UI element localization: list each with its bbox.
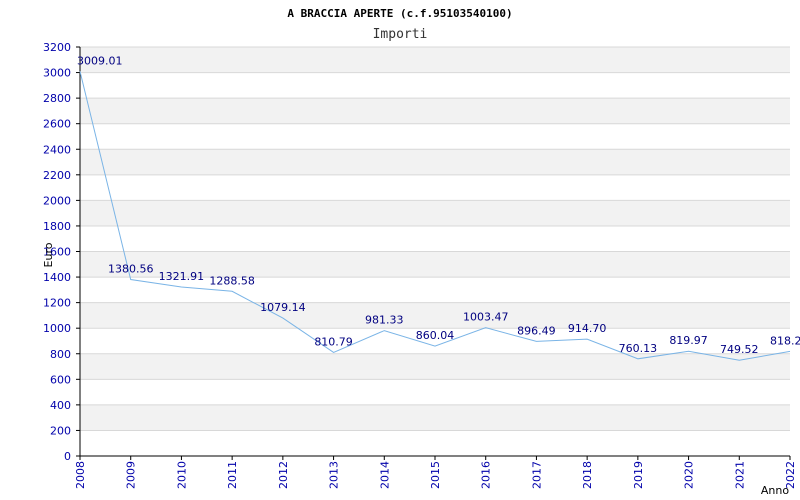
grid-band	[80, 251, 790, 278]
grid-band	[80, 353, 790, 380]
x-tick-label: 2009	[125, 461, 138, 489]
y-tick-label: 3000	[43, 67, 71, 80]
y-tick-label: 2000	[43, 194, 71, 207]
grid-band	[80, 47, 790, 73]
x-tick-label: 2019	[632, 461, 645, 489]
data-label: 860.04	[416, 329, 455, 342]
x-tick-label: 2022	[784, 461, 797, 489]
chart-subtitle: Importi	[373, 27, 428, 42]
y-tick-label: 0	[64, 450, 71, 463]
y-tick-label: 1800	[43, 220, 71, 233]
grid-band	[80, 404, 790, 431]
x-tick-label: 2008	[74, 461, 87, 489]
series-line	[79, 71, 791, 361]
x-tick-label: 2018	[581, 461, 594, 489]
data-labels: 3009.01 1380.56 1321.91 1288.58 1079.14 810.7…	[77, 54, 800, 356]
data-label: 896.49	[517, 324, 556, 337]
grid-band	[80, 200, 790, 226]
data-label: 818.2	[770, 334, 800, 347]
data-label: 3009.01	[77, 54, 123, 67]
x-tick-label: 2020	[683, 461, 696, 489]
grid-lines	[80, 46, 790, 431]
data-label: 1288.58	[209, 274, 255, 287]
y-tick-label: 1000	[43, 322, 71, 335]
y-tick-label: 2400	[43, 143, 71, 156]
grid-band	[80, 302, 790, 329]
y-tick-label: 2800	[43, 92, 71, 105]
x-tick-label: 2021	[733, 461, 746, 489]
grid-bands	[80, 47, 790, 431]
data-label: 810.79	[314, 335, 353, 348]
y-tick-label: 400	[50, 399, 71, 412]
y-tick-label: 3200	[43, 41, 71, 54]
y-tick-label: 2200	[43, 169, 71, 182]
x-tick-label: 2011	[226, 461, 239, 489]
x-tick-label: 2013	[328, 461, 341, 489]
data-label: 1003.47	[463, 311, 509, 324]
data-label: 1321.91	[159, 270, 205, 283]
x-tick-label: 2010	[175, 461, 188, 489]
y-tick-label: 1200	[43, 297, 71, 310]
grid-band	[80, 98, 790, 124]
data-label: 749.52	[720, 343, 759, 356]
y-axis-ticks: 0 200 400 600 800 1000 1200 1400 1600 1800 2000 220…	[43, 41, 80, 463]
y-tick-label: 2600	[43, 118, 71, 131]
x-tick-label: 2016	[480, 461, 493, 489]
data-label: 1079.14	[260, 301, 306, 314]
y-tick-label: 1400	[43, 271, 71, 284]
y-tick-label: 1600	[43, 246, 71, 259]
y-axis-label: Euro	[42, 242, 55, 267]
x-tick-label: 2012	[277, 461, 290, 489]
x-axis-label: Anno	[761, 484, 789, 497]
data-label: 1380.56	[108, 263, 154, 276]
data-label: 760.13	[619, 342, 658, 355]
x-tick-label: 2015	[429, 461, 442, 489]
chart-title: A BRACCIA APERTE (c.f.95103540100)	[287, 7, 512, 20]
grid-band	[80, 149, 790, 175]
data-label: 914.70	[568, 322, 607, 335]
x-axis-ticks: 2008 2009 2010 2011 2012 2013 2014 2015 2016 2017…	[74, 456, 797, 489]
x-tick-label: 2017	[530, 461, 543, 489]
data-label: 819.97	[669, 334, 708, 347]
data-label: 981.33	[365, 314, 404, 327]
x-tick-label: 2014	[378, 461, 391, 489]
y-tick-label: 800	[50, 348, 71, 361]
y-tick-label: 600	[50, 373, 71, 386]
y-tick-label: 200	[50, 424, 71, 437]
